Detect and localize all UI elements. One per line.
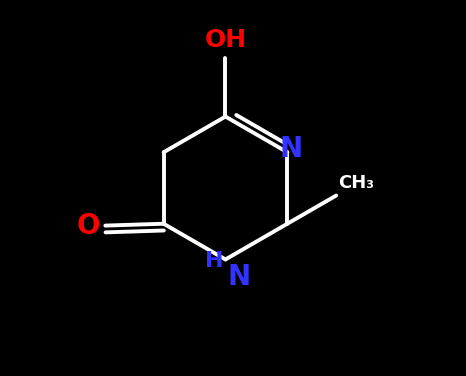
Text: N: N bbox=[280, 135, 303, 163]
Text: H: H bbox=[205, 251, 224, 271]
Text: N: N bbox=[227, 263, 251, 291]
Text: O: O bbox=[76, 212, 100, 240]
Text: OH: OH bbox=[205, 27, 247, 52]
Text: CH₃: CH₃ bbox=[338, 174, 374, 192]
